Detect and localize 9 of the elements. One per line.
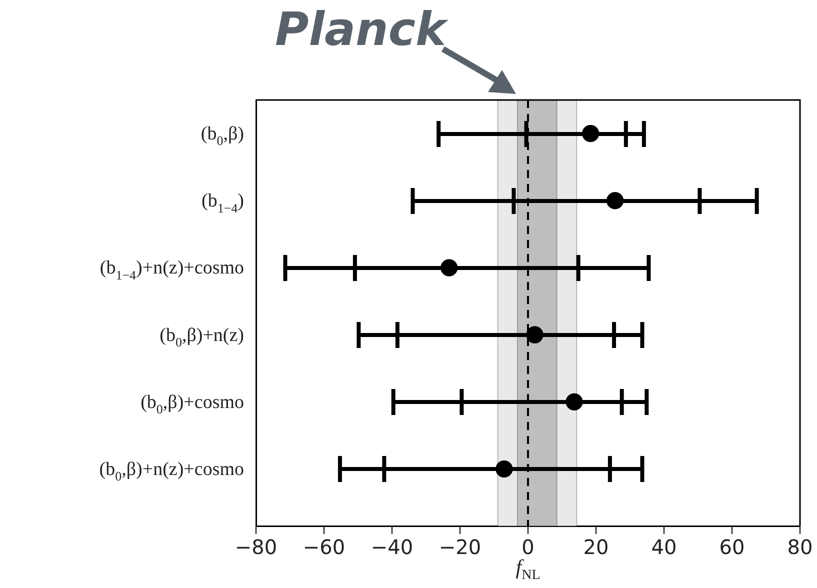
text: Planck <box>275 2 446 56</box>
x-tick-label: 20 <box>583 535 609 560</box>
x-tick-label: 40 <box>651 535 677 560</box>
x-tick-label: −80 <box>234 535 278 560</box>
x-tick-label: −60 <box>302 535 346 560</box>
x-tick-label: 80 <box>787 535 813 560</box>
x-tick-label: −40 <box>370 535 414 560</box>
x-tick-label: −20 <box>438 535 482 560</box>
x-tick-label: 60 <box>719 535 745 560</box>
